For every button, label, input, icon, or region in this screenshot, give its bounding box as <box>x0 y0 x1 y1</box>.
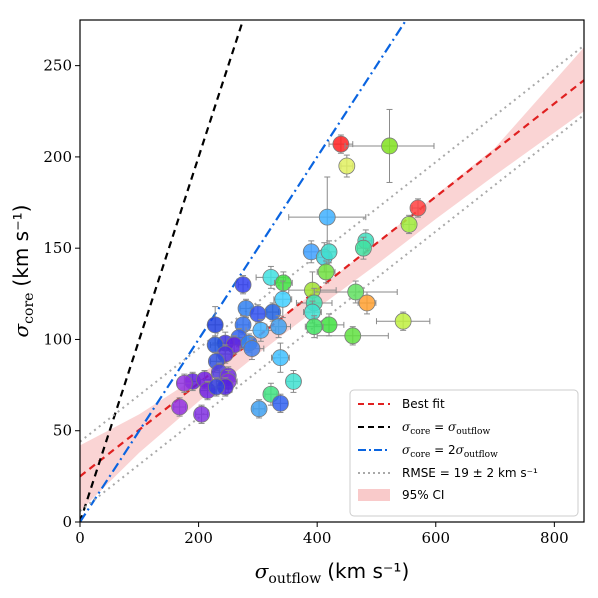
y-axis-label-sub: core <box>21 293 37 324</box>
data-point <box>272 393 289 413</box>
data-point <box>320 240 338 264</box>
data-point <box>304 315 324 339</box>
y-tick-label: 50 <box>53 422 72 440</box>
data-point <box>409 198 427 218</box>
point-marker <box>272 349 289 367</box>
point-marker <box>234 276 252 294</box>
data-point <box>207 377 225 397</box>
data-point <box>328 134 354 154</box>
x-tick-label: 800 <box>540 529 569 547</box>
data-point <box>375 311 431 331</box>
legend: Best fit σcore = σoutflow σcore = 2σoutf… <box>349 389 579 517</box>
data-point <box>234 275 252 295</box>
x-axis-label: σoutflow (km s⁻¹) <box>255 559 410 587</box>
y-tick-label: 0 <box>62 513 72 531</box>
legend-label-best-fit: Best fit <box>402 397 445 411</box>
line-3 <box>80 44 584 443</box>
line-4 <box>80 114 584 512</box>
data-point <box>250 399 268 419</box>
x-tick-label: 600 <box>421 529 450 547</box>
legend-box <box>349 389 579 517</box>
data-point <box>245 318 277 342</box>
data-point <box>239 337 265 361</box>
point-marker <box>358 294 376 312</box>
y-tick-label: 100 <box>43 330 72 348</box>
data-point <box>302 240 320 264</box>
point-marker <box>347 283 365 301</box>
line-1 <box>80 20 245 522</box>
x-axis-label-symbol: σ <box>255 559 270 583</box>
data-point <box>193 404 210 424</box>
data-point <box>344 108 435 183</box>
point-marker <box>175 374 193 392</box>
data-point <box>357 291 377 315</box>
data-point <box>316 260 336 284</box>
x-tick-label: 400 <box>303 529 332 547</box>
data-point <box>175 373 193 393</box>
point-marker <box>206 316 224 334</box>
data-point <box>316 326 389 346</box>
data-point <box>338 154 356 178</box>
point-marker <box>304 303 321 321</box>
data-point <box>199 380 216 401</box>
legend-label-two-to-one: σcore = 2σoutflow <box>402 443 498 460</box>
data-points-layer <box>171 108 435 424</box>
plot-frame <box>79 19 585 523</box>
point-marker <box>285 373 302 390</box>
legend-swatch-ci <box>358 489 390 501</box>
data-point <box>266 315 291 339</box>
point-marker <box>381 137 398 155</box>
x-axis-label-sub: outflow <box>268 571 321 587</box>
y-tick-label: 150 <box>43 239 72 257</box>
data-point <box>171 397 189 417</box>
point-marker <box>171 398 189 416</box>
point-marker <box>274 290 292 308</box>
x-tick-label: 0 <box>75 529 85 547</box>
point-marker <box>338 157 356 175</box>
y-axis-label: σcore (km s⁻¹) <box>9 205 37 338</box>
point-marker <box>243 340 261 357</box>
legend-label-ci: 95% CI <box>402 488 444 502</box>
point-marker <box>305 318 323 336</box>
y-tick-label: 250 <box>43 57 72 75</box>
point-marker <box>409 199 427 217</box>
x-axis-label-unit: (km s⁻¹) <box>327 559 409 583</box>
y-tick-label: 200 <box>43 148 72 166</box>
point-marker <box>317 263 335 281</box>
data-point <box>355 236 372 260</box>
legend-label-rmse: RMSE = 19 ± 2 km s⁻¹ <box>402 466 538 480</box>
point-marker <box>344 327 362 345</box>
point-marker <box>250 400 268 418</box>
point-marker <box>274 274 292 292</box>
point-marker <box>249 305 267 323</box>
ticks-layer: 0 200 400 600 800 0 50 100 150 200 250 <box>43 57 568 547</box>
point-marker <box>252 321 270 339</box>
point-marker <box>355 239 372 257</box>
data-point <box>400 214 418 235</box>
point-marker <box>394 312 412 330</box>
point-marker <box>320 243 338 261</box>
y-axis-label-symbol: σ <box>9 322 33 337</box>
point-marker <box>400 216 418 233</box>
data-point <box>285 369 302 393</box>
y-axis-label-unit: (km s⁻¹) <box>9 205 33 287</box>
legend-label-one-to-one: σcore = σoutflow <box>402 420 490 437</box>
point-marker <box>270 318 288 336</box>
point-marker <box>318 208 336 226</box>
data-point <box>273 280 293 319</box>
fit-lines-layer <box>80 20 584 522</box>
x-tick-label: 200 <box>184 529 213 547</box>
line-0 <box>80 79 584 478</box>
point-marker <box>193 405 210 423</box>
point-marker <box>207 378 225 396</box>
point-marker <box>272 394 289 412</box>
point-marker <box>332 135 350 153</box>
data-point <box>271 342 290 373</box>
